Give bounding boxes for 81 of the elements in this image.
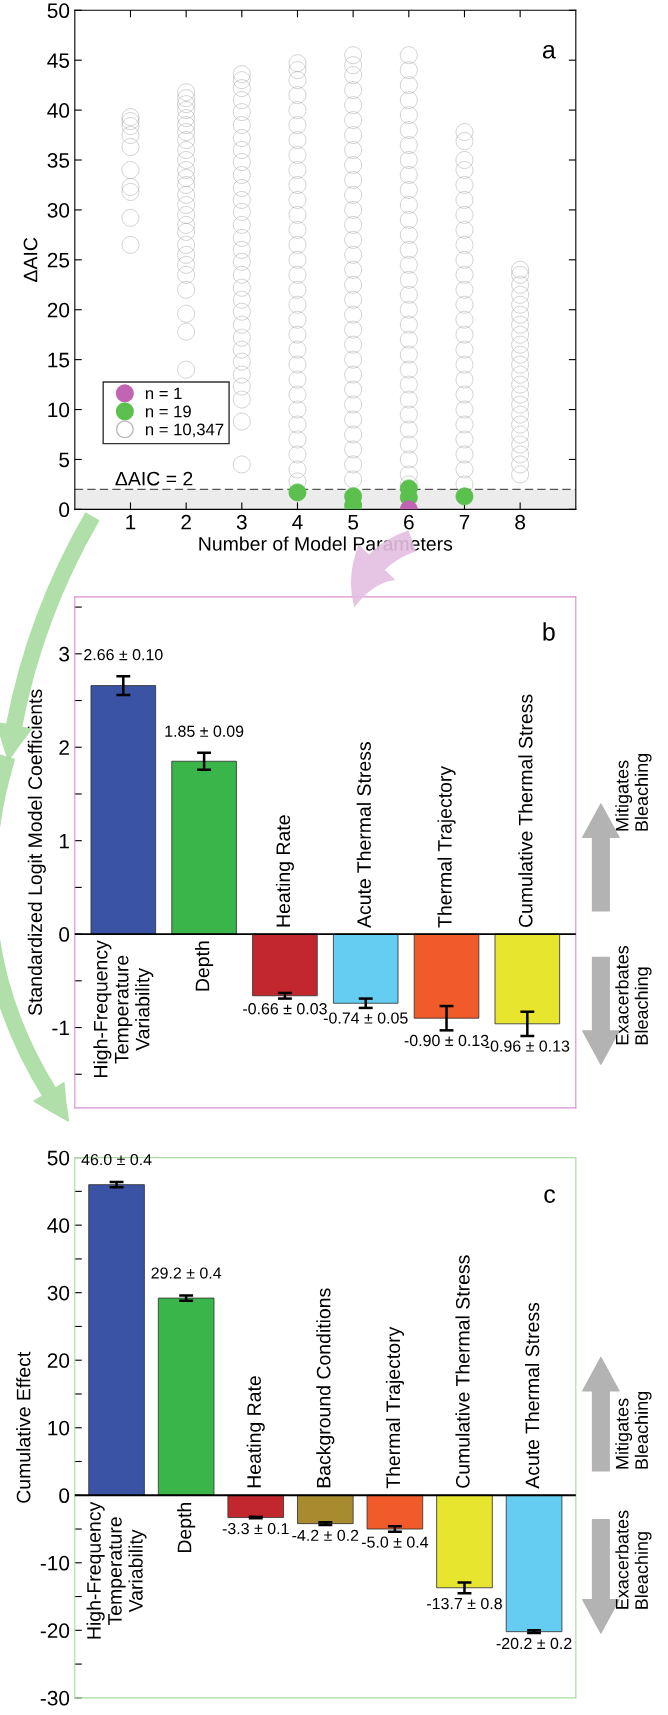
bar [90,685,157,935]
y-tick-label: 50 [47,1150,70,1166]
x-tick-label: 1 [126,514,136,530]
annotation: c [544,1189,556,1203]
legend-label: n = 19 [145,405,191,418]
bar [436,1494,493,1589]
x-tick-label: Cumulative Thermal Stress [518,694,533,927]
data-label: 29.2 ± 0.4 [151,1267,222,1279]
y-tick-label: 45 [47,53,70,68]
x-tick-label: 3 [236,514,247,530]
bar [366,1494,424,1530]
y-tick-label: 50 [47,3,70,19]
y-tick-label: 0 [59,502,70,518]
x-tick-label: 7 [459,514,470,530]
bar [413,933,480,1019]
y-tick-label: 10 [48,402,70,418]
x-tick-label: Thermal Trajectory [437,765,456,928]
x-tick-label: Acute Thermal Stress [525,1302,540,1489]
x-tick-label: 4 [292,514,303,530]
y-axis-title: Standardized Logit Model Coefficients [27,689,46,1016]
y-axis-title: Cumulative Effect [16,1351,31,1503]
x-tick-label: Heating Rate [275,815,294,927]
y-tick-label: 5 [59,452,70,468]
bar [494,933,561,1025]
y-tick-label: 20 [47,302,70,318]
y-tick-label: 0 [59,927,70,942]
bar [252,933,318,997]
text: Exacerbates Bleaching [615,1510,652,1609]
data-label: -13.7 ± 0.8 [427,1597,502,1610]
y-tick-label: 10 [48,1420,70,1436]
y-tick-label: 40 [47,103,70,118]
y-tick-label: -30 [40,1690,70,1706]
y-tick-label: 20 [47,1353,70,1368]
y-tick-label: -10 [40,1555,70,1571]
x-tick-label: High-Frequency Temperature Variability [86,1501,147,1639]
data-label: -4.2 ± 0.2 [292,1529,359,1542]
x-tick-label: Depth [195,941,214,991]
y-tick-label: 40 [47,1218,70,1233]
y-tick-label: 15 [48,352,70,368]
x-tick-label: Cumulative Thermal Stress [455,1255,470,1488]
annotation: b [543,622,555,641]
y-tick-label: -20 [40,1623,70,1639]
legend-label: n = 10,347 [145,423,224,438]
bar [505,1494,563,1633]
annotation: a [542,44,556,59]
data-label: 46.0 ± 0.4 [81,1153,152,1166]
y-tick-label: 25 [47,252,70,268]
bar [227,1494,284,1518]
x-tick-label: High-Frequency Temperature Variability [93,940,154,1077]
data-label: -3.3 ± 0.1 [222,1522,289,1535]
text: Mitigates Bleaching [615,1391,652,1469]
text: Mitigates Bleaching [615,753,652,831]
x-tick-label: 8 [515,514,526,530]
bar [332,933,399,1004]
y-tick-label: 35 [47,153,70,168]
text: Exacerbates Bleaching [615,945,652,1045]
data-label: -20.2 ± 0.2 [496,1637,572,1650]
y-axis-title: ΔAIC [23,237,38,282]
legend-label: n = 1 [145,387,182,400]
data-label: 1.85 ± 0.09 [165,725,244,737]
bar [297,1494,354,1525]
y-tick-label: 0 [59,1488,70,1504]
y-tick-label: 2 [59,740,69,755]
data-label: 2.66 ± 0.10 [84,648,163,661]
x-tick-label: Depth [177,1503,196,1553]
y-tick-label: 30 [47,202,70,218]
x-tick-label: 2 [181,514,191,530]
bar [157,1297,215,1496]
x-tick-label: Heating Rate [246,1376,265,1488]
x-tick-label: Background Conditions [316,1288,335,1488]
x-tick-label: Acute Thermal Stress [356,742,371,928]
y-tick-label: -1 [52,1020,69,1036]
y-tick-label: 3 [59,646,70,662]
data-label: -5.0 ± 0.4 [361,1536,429,1548]
x-tick-label: 5 [348,514,359,530]
x-tick-label: 6 [404,514,414,530]
y-tick-label: 30 [47,1285,70,1301]
bar [171,760,237,935]
ref-line-label: ΔAIC = 2 [115,471,193,486]
bar [88,1184,145,1496]
x-tick-label: Thermal Trajectory [385,1326,404,1489]
